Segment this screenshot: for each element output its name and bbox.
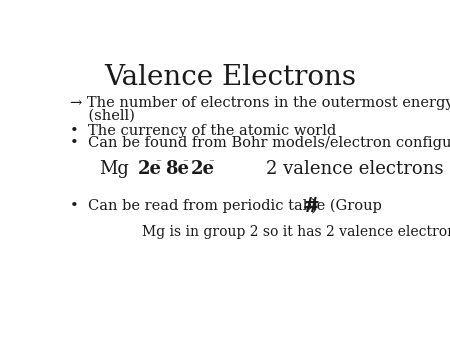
Text: → The number of electrons in the outermost energy level: → The number of electrons in the outermo… — [70, 96, 450, 110]
Text: ): ) — [311, 198, 318, 215]
Text: ⁻: ⁻ — [155, 159, 161, 168]
Text: Mg: Mg — [99, 160, 129, 178]
Text: 2e: 2e — [190, 160, 214, 178]
Text: (shell): (shell) — [70, 109, 135, 123]
Text: •  The currency of the atomic world: • The currency of the atomic world — [70, 124, 337, 138]
Text: ⁻: ⁻ — [183, 159, 189, 168]
Text: #: # — [303, 196, 320, 216]
Text: 2 valence electrons: 2 valence electrons — [266, 160, 443, 178]
Text: •  Can be read from periodic table (Group: • Can be read from periodic table (Group — [70, 198, 387, 213]
Text: 8e: 8e — [165, 160, 189, 178]
Text: 2e: 2e — [138, 160, 162, 178]
Text: Valence Electrons: Valence Electrons — [104, 64, 356, 91]
Text: ⁻: ⁻ — [208, 159, 214, 168]
Text: •  Can be found from Bohr models/electron configuration: • Can be found from Bohr models/electron… — [70, 136, 450, 150]
Text: Mg is in group 2 so it has 2 valence electrons: Mg is in group 2 so it has 2 valence ele… — [141, 225, 450, 239]
